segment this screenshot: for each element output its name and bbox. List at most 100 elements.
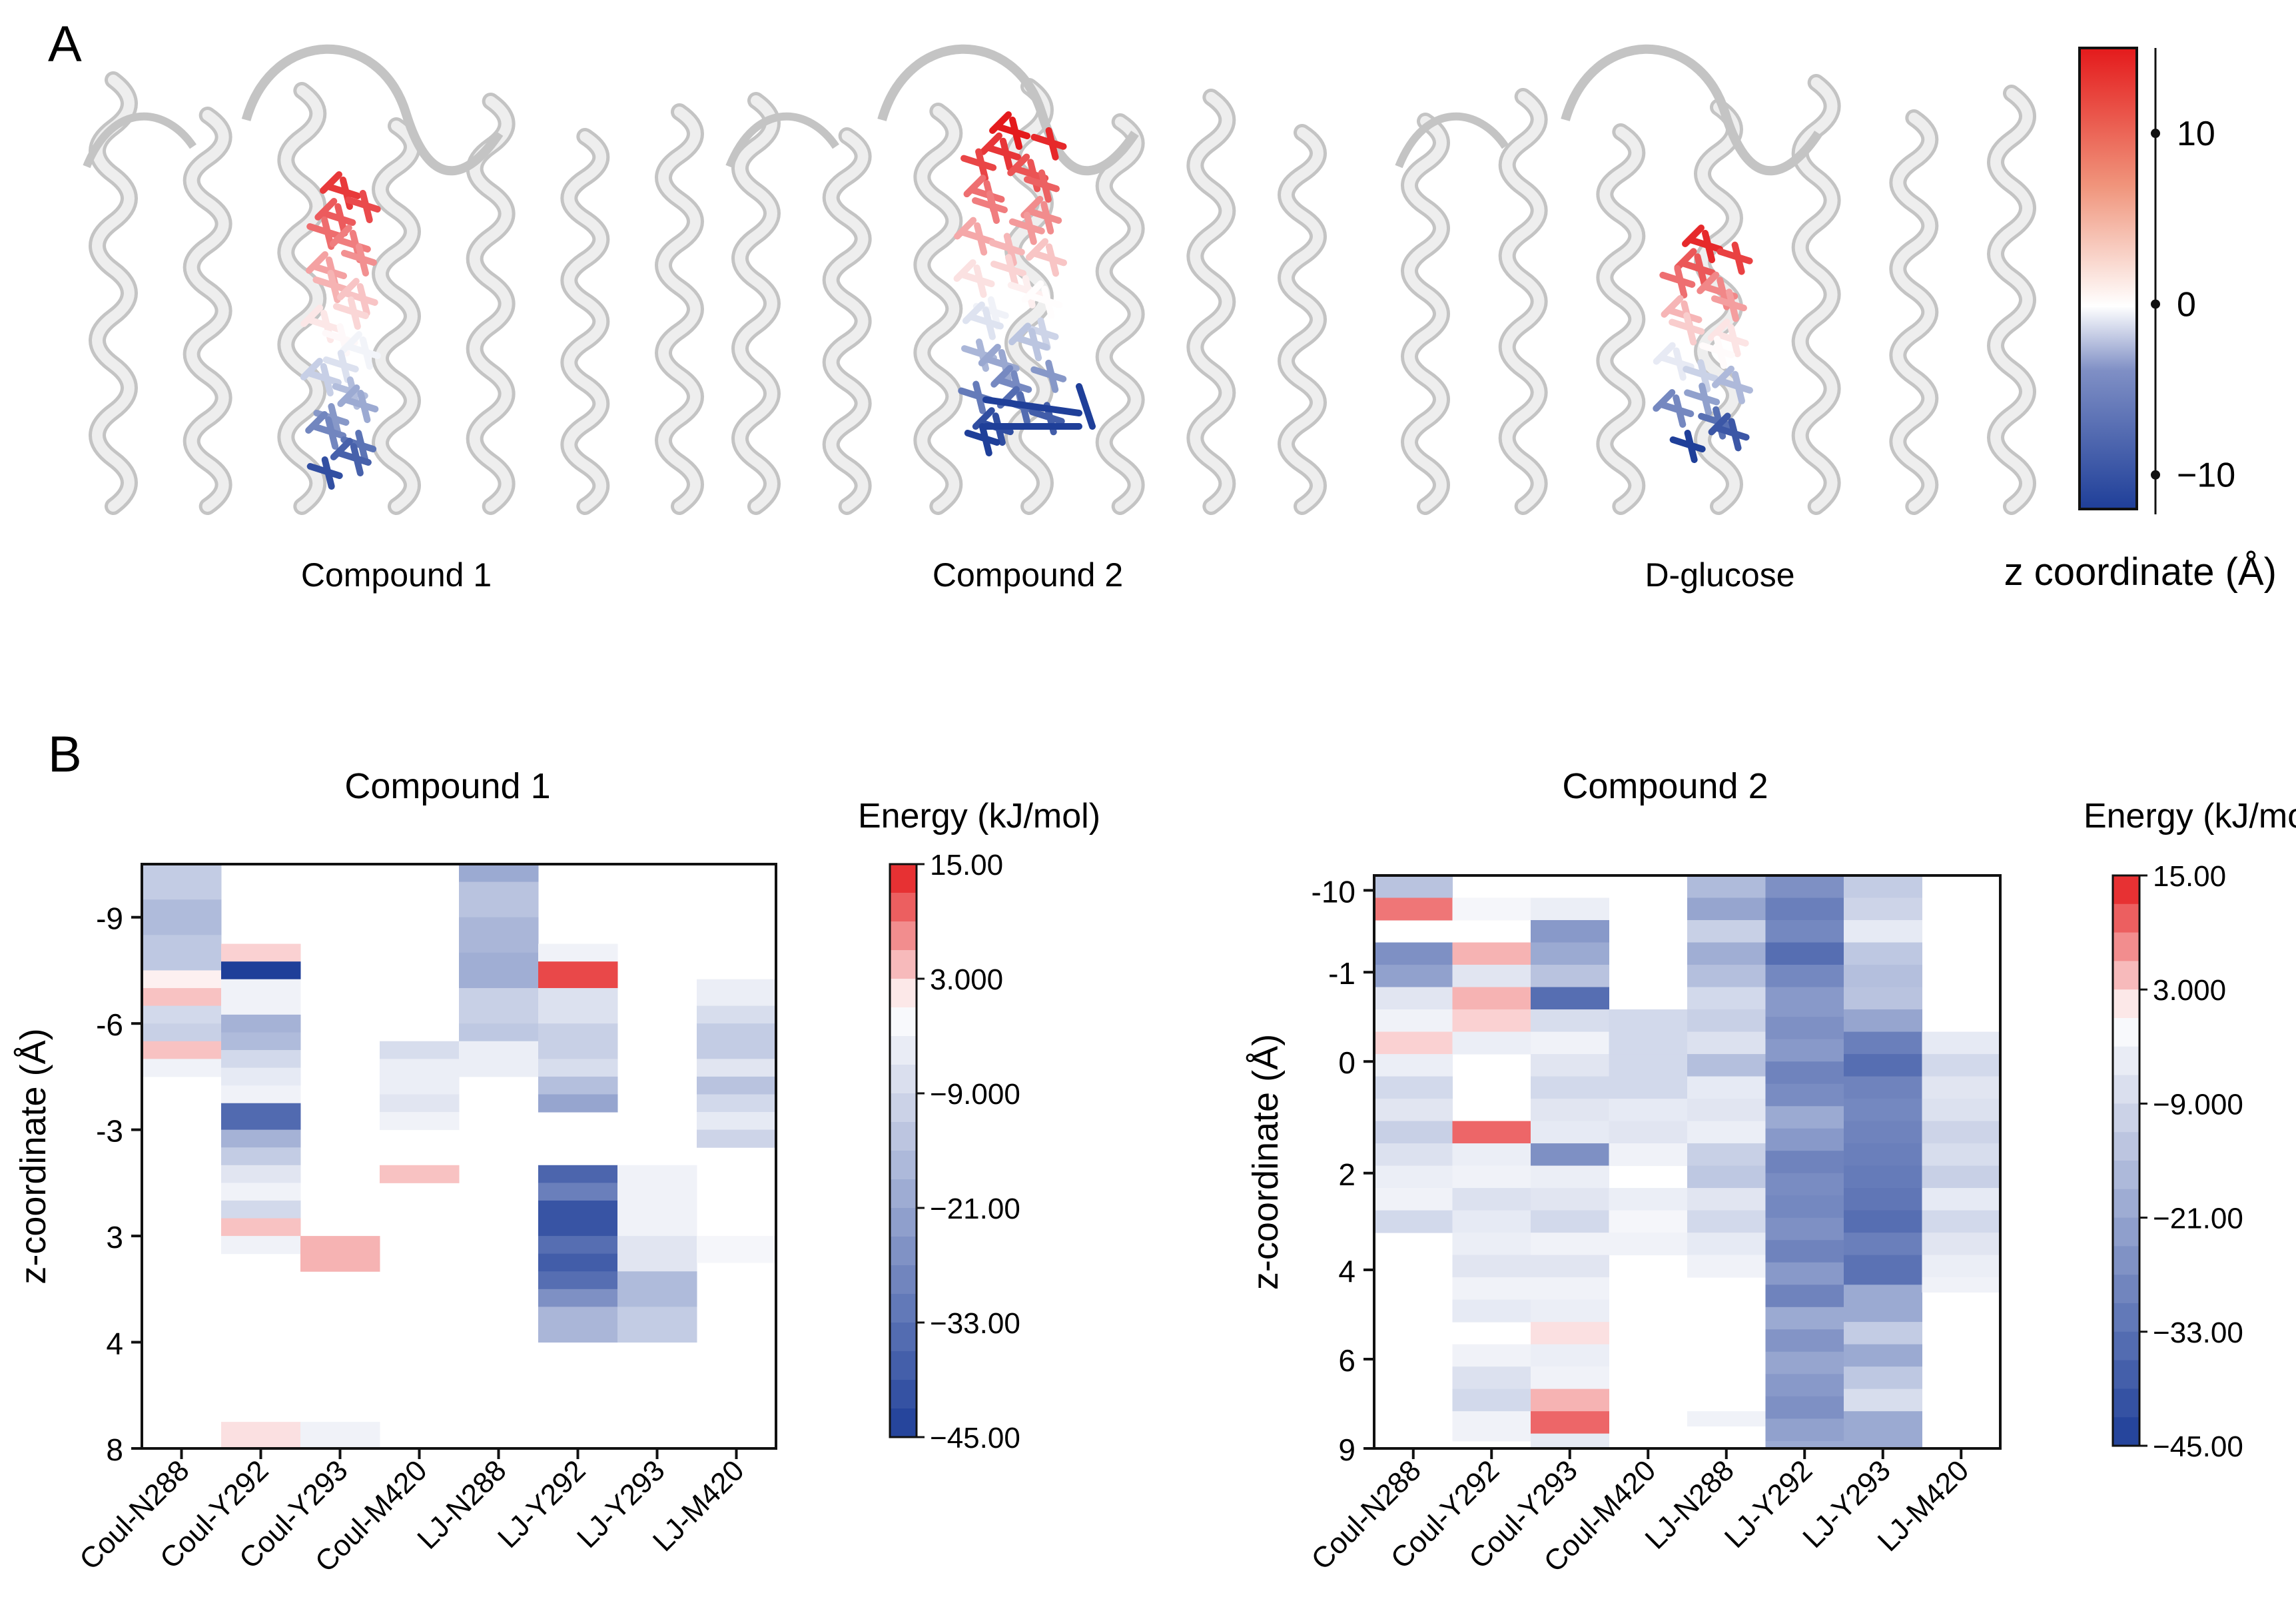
energy-colorbar-swatch — [890, 1036, 917, 1065]
ligand-bond — [973, 265, 987, 298]
heatmap-cell — [538, 1307, 618, 1343]
heatmap-cell — [142, 935, 222, 971]
helix-highlight-compound-2-0 — [735, 95, 777, 512]
heatmap-cell — [1374, 965, 1453, 988]
ligand-bond — [954, 217, 977, 240]
helix-highlight-d-glucose-5 — [1892, 113, 1936, 512]
ligand-bond — [329, 225, 352, 247]
heatmap-cell — [1687, 1188, 1766, 1211]
heatmap-cell — [1531, 1322, 1609, 1345]
heatmap-cell — [1922, 1099, 2001, 1122]
heatmap-cell — [1531, 1344, 1609, 1367]
energy-colorbar-swatch — [2113, 1018, 2139, 1047]
heatmap-cell — [1452, 1344, 1531, 1367]
structure-title-compound-2: Compound 2 — [933, 556, 1123, 594]
helix-highlight-compound-1-3 — [375, 121, 418, 512]
heatmap-cell — [1374, 1121, 1453, 1144]
energy-tick-label: −33.00 — [2153, 1317, 2243, 1349]
loop-d-glucose — [1561, 44, 1822, 176]
heatmap-cell — [1765, 1217, 1844, 1241]
heatmap-cell — [1531, 1277, 1609, 1301]
heatmap-title: Compound 2 — [1562, 766, 1768, 806]
ligand-bond — [314, 198, 338, 221]
heatmap-cell — [459, 864, 539, 883]
ligand-bond — [1728, 418, 1742, 452]
loop2-compound-2 — [725, 112, 839, 169]
heatmap-cell — [1452, 897, 1531, 921]
energy-colorbar-swatch — [2113, 1246, 2139, 1275]
heatmap-cell — [380, 1094, 460, 1113]
heatmap-title: Compound 1 — [344, 766, 550, 806]
heatmap-cell — [1765, 1351, 1844, 1374]
ligand-compound-1 — [300, 171, 381, 490]
heatmap-cell — [1922, 1165, 2001, 1189]
heatmap-cell — [1374, 1143, 1453, 1167]
energy-colorbar-swatch — [890, 893, 917, 922]
energy-tick-label: 15.00 — [2153, 860, 2226, 893]
ligand-compound-2 — [953, 111, 1096, 456]
heatmap-cell — [697, 1076, 777, 1095]
heatmap-cell — [1765, 1374, 1844, 1397]
energy-colorbar-swatch — [890, 1294, 917, 1323]
heatmap-cell — [1844, 942, 1922, 965]
ligand-bond — [1028, 328, 1042, 362]
heatmap-cell — [538, 1165, 618, 1183]
energy-colorbar-swatch — [2113, 1075, 2139, 1104]
protein-structures — [83, 44, 2036, 515]
heatmap-cell — [1531, 1054, 1609, 1077]
ligand-bond — [306, 251, 329, 274]
energy-colorbar-frame — [2111, 874, 2141, 1447]
heatmap-cell — [1452, 1188, 1531, 1211]
heatmap-cell — [1531, 1009, 1609, 1033]
helix-highlight-compound-2-1 — [825, 131, 869, 512]
heatmap-cell — [221, 1200, 301, 1219]
heatmap-cell — [617, 1271, 697, 1307]
energy-tick-label: −21.00 — [930, 1193, 1020, 1225]
heatmap-cell — [1531, 1233, 1609, 1256]
energy-colorbar-swatch — [890, 1237, 917, 1266]
energy-colorbar-swatch — [890, 1093, 917, 1123]
energy-colorbar-title: Energy (kJ/mol) — [2084, 797, 2296, 835]
heatmap-cell — [1452, 1121, 1531, 1144]
heatmap-cell — [1374, 1054, 1453, 1077]
heatmap-cell — [1765, 1329, 1844, 1352]
heatmap-cell — [1531, 920, 1609, 943]
heatmap-cell — [617, 1165, 697, 1237]
heatmap-cell — [1844, 1388, 1922, 1412]
ligand-bond — [963, 175, 986, 198]
z-colorbar-ticks: 10 0 −10 — [2151, 115, 2235, 495]
ligand-bond — [1653, 389, 1676, 412]
heatmap-cell — [1844, 987, 1922, 1010]
heatmap-cell — [1531, 1188, 1609, 1211]
heatmap-cell — [1452, 1233, 1531, 1256]
heatmap-cell — [1765, 1307, 1844, 1330]
ligand-bond — [962, 301, 985, 324]
heatmap-cell — [538, 1023, 618, 1059]
energy-colorbar-swatch — [890, 1380, 917, 1409]
helix-highlight-compound-2-6 — [1281, 127, 1324, 512]
ligand-bond — [1021, 280, 1044, 303]
heatmap-cell — [1844, 1165, 1922, 1189]
heatmap-cell — [538, 1183, 618, 1201]
heatmap-cell — [221, 1236, 301, 1255]
heatmap-cell — [380, 1059, 460, 1095]
heatmap-cell — [459, 881, 539, 918]
heatmap-cell — [1452, 1277, 1531, 1301]
ligand-bond — [1697, 359, 1711, 393]
heatmap-cell — [221, 1183, 301, 1201]
heatmap-cell — [538, 1200, 618, 1237]
heatmap-cell — [221, 1103, 301, 1131]
heatmap-cell — [459, 952, 539, 989]
helix-highlight-d-glucose-2 — [1599, 127, 1643, 512]
z-tick-mark — [2151, 299, 2160, 309]
helix-highlight-compound-1-6 — [658, 107, 701, 512]
energy-colorbar-swatch — [2113, 875, 2139, 905]
ligand-bond — [972, 407, 995, 430]
energy-colorbar-swatch — [2113, 1103, 2139, 1133]
ligand-bond — [1041, 285, 1055, 319]
ligand-bond — [357, 390, 371, 423]
ligand-bond — [1045, 127, 1059, 161]
heatmap-cell — [1765, 1061, 1844, 1085]
heatmap-cell — [1765, 1418, 1844, 1442]
heatmap-cell — [1844, 1344, 1922, 1367]
